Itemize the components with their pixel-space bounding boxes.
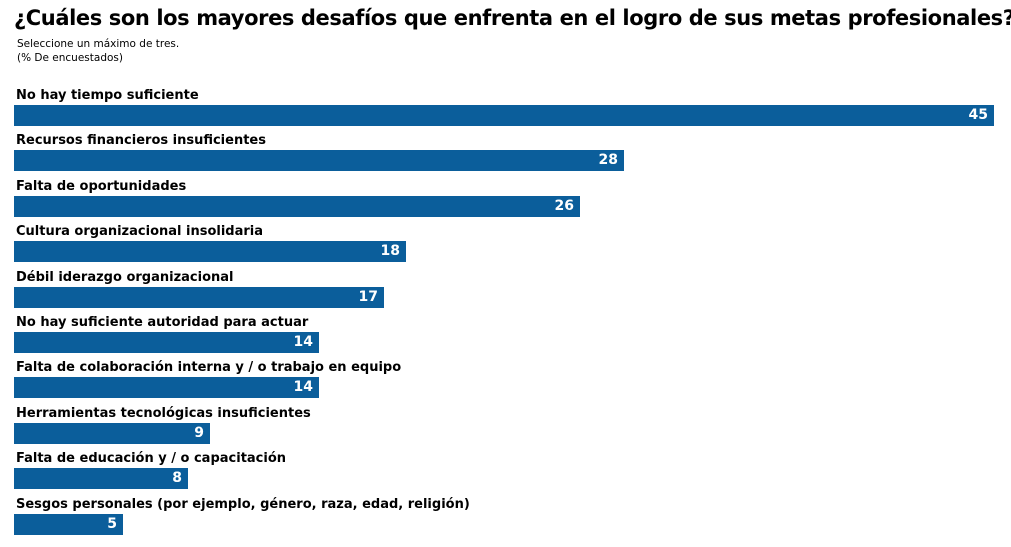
chart-subtitle-unit: (% De encuestados): [17, 52, 123, 64]
category-label: No hay tiempo suficiente: [16, 88, 199, 103]
bar-value-label: 14: [293, 334, 313, 350]
category-label: Sesgos personales (por ejemplo, género, …: [16, 496, 470, 512]
category-label: Recursos financieros insuficientes: [16, 133, 266, 149]
bar-value-label: 9: [194, 424, 204, 441]
bar-value-label: 5: [107, 515, 117, 532]
bar-value-label: 45: [968, 107, 988, 123]
chart-title: ¿Cuáles son los mayores desafíos que enf…: [14, 6, 1011, 30]
category-label: No hay suficiente autoridad para actuar: [16, 315, 309, 330]
bar: 18: [14, 241, 406, 263]
category-label: Falta de colaboración interna y / o trab…: [16, 360, 402, 376]
bar: 26: [14, 195, 580, 217]
category-label: Cultura organizacional insolidaria: [16, 224, 264, 240]
bar: 45: [14, 105, 994, 126]
category-label: Herramientas tecnológicas insuficientes: [16, 405, 311, 421]
bar: 14: [14, 332, 319, 353]
bar-value-label: 8: [172, 470, 182, 487]
bar-value-label: 26: [554, 197, 574, 214]
bar: 8: [14, 468, 188, 490]
bar: 14: [14, 377, 319, 399]
bar-value-label: 18: [380, 243, 400, 260]
bar-value-label: 14: [293, 379, 313, 396]
bar: 5: [14, 513, 123, 535]
category-label: Falta de oportunidades: [16, 178, 187, 194]
category-label: Falta de educación y / o capacitación: [16, 451, 287, 467]
bar-value-label: 17: [358, 288, 378, 305]
bar: 17: [14, 286, 384, 308]
bar-value-label: 28: [598, 152, 618, 169]
bar: 9: [14, 422, 210, 444]
category-label: Débil iderazgo organizacional: [16, 269, 234, 285]
bar: 28: [14, 150, 624, 172]
chart-subtitle-instruction: Seleccione un máximo de tres.: [17, 38, 180, 50]
